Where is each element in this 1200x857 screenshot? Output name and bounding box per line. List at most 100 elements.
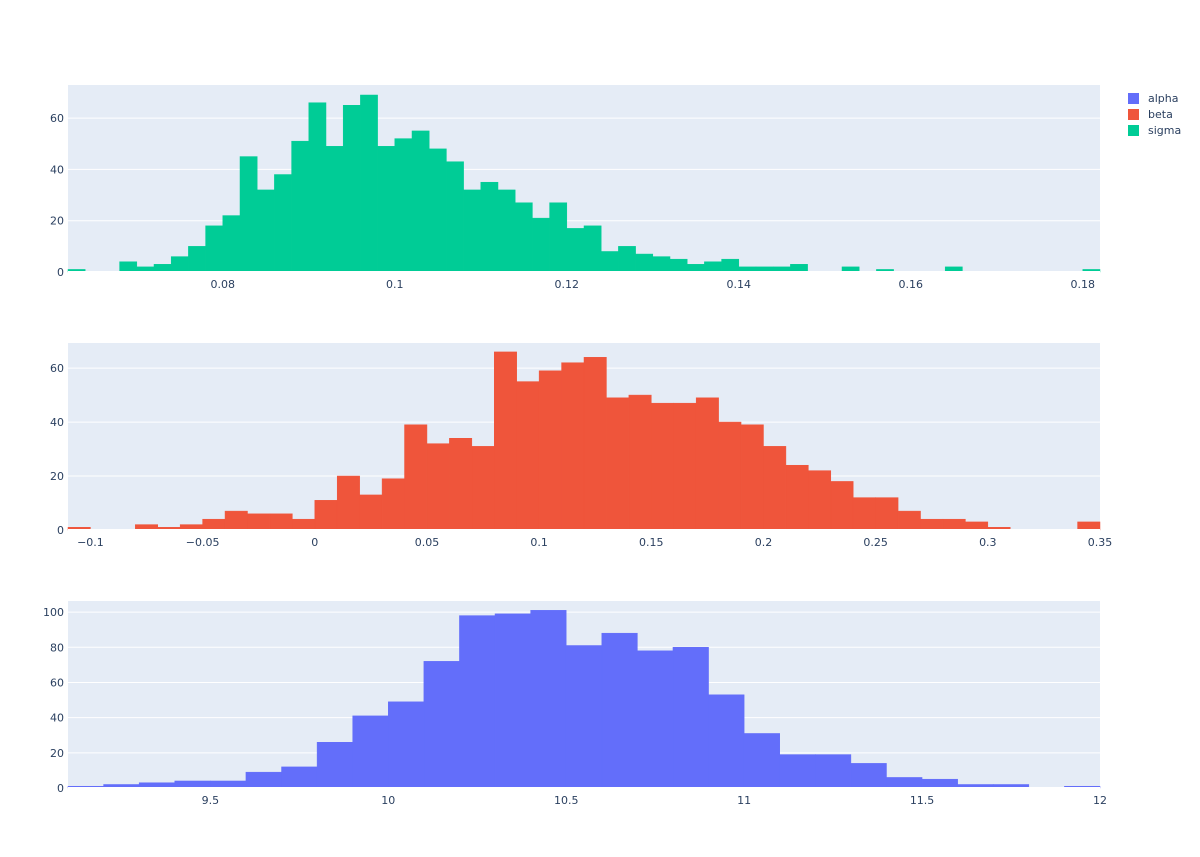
legend-item-alpha[interactable]: alpha bbox=[1128, 90, 1181, 106]
histogram-bar[interactable] bbox=[352, 715, 389, 789]
histogram-bar[interactable] bbox=[740, 424, 764, 531]
histogram-bar[interactable] bbox=[281, 766, 318, 789]
histogram-bar[interactable] bbox=[549, 202, 568, 273]
legend-item-sigma[interactable]: sigma bbox=[1128, 122, 1181, 138]
histogram-bar[interactable] bbox=[606, 397, 630, 531]
histogram-bar[interactable] bbox=[291, 140, 310, 273]
histogram-bar[interactable] bbox=[119, 261, 138, 273]
histogram-bar[interactable] bbox=[718, 421, 742, 531]
histogram-bar[interactable] bbox=[316, 742, 353, 789]
histogram-bar[interactable] bbox=[459, 615, 496, 789]
histogram-bar[interactable] bbox=[274, 174, 292, 273]
histogram-bar[interactable] bbox=[601, 632, 638, 789]
histogram-bar[interactable] bbox=[583, 225, 602, 273]
histogram-bar[interactable] bbox=[1077, 521, 1101, 531]
histogram-bar[interactable] bbox=[170, 256, 189, 273]
histogram-bar[interactable] bbox=[600, 251, 619, 273]
histogram-bar[interactable] bbox=[210, 780, 247, 789]
beta-histogram-panel[interactable]: 0 20 40 60 −0.1 −0.05 0 0.05 0.1 0.15 0.2 0.25 0.3 0.… bbox=[50, 343, 1112, 549]
histogram-bar[interactable] bbox=[480, 181, 499, 273]
histogram-bar[interactable] bbox=[494, 351, 517, 531]
histogram-bar[interactable] bbox=[308, 102, 327, 273]
histogram-bar[interactable] bbox=[673, 402, 697, 531]
histogram-bar[interactable] bbox=[202, 518, 226, 531]
histogram-bar[interactable] bbox=[790, 264, 808, 273]
histogram-bar[interactable] bbox=[446, 161, 464, 273]
histogram-bar[interactable] bbox=[779, 754, 816, 789]
histogram-bar[interactable] bbox=[704, 261, 722, 273]
histogram-bar[interactable] bbox=[618, 246, 636, 273]
alpha-histogram-panel[interactable]: 0 20 40 60 80 100 9.5 10 10.5 11 11.5 12 bbox=[43, 601, 1107, 807]
histogram-bar[interactable] bbox=[471, 446, 495, 531]
histogram-bar[interactable] bbox=[423, 661, 460, 789]
histogram-bar[interactable] bbox=[921, 778, 958, 789]
histogram-bar[interactable] bbox=[153, 264, 172, 273]
sigma-histogram-panel[interactable]: 0 20 40 60 0.08 0.1 0.12 0.14 0.16 0.18 bbox=[50, 85, 1101, 291]
histogram-bar[interactable] bbox=[205, 225, 224, 273]
histogram-bar[interactable] bbox=[565, 645, 603, 789]
histogram-bar[interactable] bbox=[721, 258, 740, 273]
histogram-bar[interactable] bbox=[708, 694, 745, 789]
histogram-bar[interactable] bbox=[269, 513, 293, 531]
histogram-bar[interactable] bbox=[669, 258, 688, 273]
histogram-bar[interactable] bbox=[637, 650, 674, 789]
histogram-bar[interactable] bbox=[808, 470, 832, 531]
histogram-bar[interactable] bbox=[875, 497, 899, 531]
histogram-bar[interactable] bbox=[314, 500, 338, 531]
histogram-bar[interactable] bbox=[394, 138, 413, 273]
histogram-bar[interactable] bbox=[359, 494, 383, 531]
histogram-bar[interactable] bbox=[428, 148, 447, 273]
histogram-bar[interactable] bbox=[686, 264, 705, 273]
legend-item-beta[interactable]: beta bbox=[1128, 106, 1181, 122]
histogram-bar[interactable] bbox=[256, 189, 275, 273]
histogram-bar[interactable] bbox=[404, 424, 428, 531]
histogram-bar[interactable] bbox=[651, 402, 674, 531]
histogram-bar[interactable] bbox=[494, 613, 531, 789]
histogram-bar[interactable] bbox=[532, 217, 550, 273]
histogram-bar[interactable] bbox=[530, 610, 567, 789]
histogram-bar[interactable] bbox=[852, 497, 876, 531]
histogram-bar[interactable] bbox=[743, 733, 780, 789]
histogram-bar[interactable] bbox=[897, 510, 921, 531]
histogram-bar[interactable] bbox=[920, 518, 944, 531]
histogram-bar[interactable] bbox=[635, 253, 654, 273]
histogram-bar[interactable] bbox=[188, 246, 206, 273]
histogram-bar[interactable] bbox=[514, 202, 533, 273]
histogram-bar[interactable] bbox=[785, 464, 809, 531]
histogram-bar[interactable] bbox=[174, 780, 211, 789]
histogram-bar[interactable] bbox=[336, 475, 360, 531]
histogram-bar[interactable] bbox=[411, 130, 430, 273]
histogram-bar[interactable] bbox=[497, 189, 516, 273]
histogram-bar[interactable] bbox=[426, 443, 450, 531]
histogram-bar[interactable] bbox=[561, 362, 585, 531]
histogram-bar[interactable] bbox=[342, 105, 361, 273]
histogram-bar[interactable] bbox=[830, 481, 854, 531]
histogram-bar[interactable] bbox=[325, 146, 344, 273]
histogram-bar[interactable] bbox=[360, 94, 378, 273]
histogram-bar[interactable] bbox=[516, 381, 540, 531]
histogram-bar[interactable] bbox=[388, 701, 425, 789]
histogram-bar[interactable] bbox=[886, 777, 923, 789]
histogram-bar[interactable] bbox=[942, 518, 966, 531]
histogram-bar[interactable] bbox=[815, 754, 852, 789]
histogram-bar[interactable] bbox=[247, 513, 271, 531]
histogram-bar[interactable] bbox=[377, 146, 396, 273]
histogram-bar[interactable] bbox=[463, 189, 482, 273]
histogram-bar[interactable] bbox=[566, 228, 585, 273]
histogram-bar[interactable] bbox=[239, 156, 258, 273]
histogram-bar[interactable] bbox=[224, 510, 248, 531]
histogram-bar[interactable] bbox=[538, 370, 562, 531]
histogram-bar[interactable] bbox=[763, 446, 787, 531]
histogram-bar[interactable] bbox=[583, 357, 607, 531]
histogram-bar[interactable] bbox=[449, 438, 473, 531]
histogram-bar[interactable] bbox=[850, 763, 887, 789]
histogram-bar[interactable] bbox=[695, 397, 719, 531]
histogram-bar[interactable] bbox=[292, 518, 316, 531]
histogram-bar[interactable] bbox=[628, 394, 652, 531]
histogram-bar[interactable] bbox=[672, 647, 709, 789]
histogram-bar[interactable] bbox=[245, 771, 282, 789]
histogram-bar[interactable] bbox=[381, 478, 405, 531]
histogram-bar[interactable] bbox=[222, 215, 241, 273]
histogram-bar[interactable] bbox=[965, 521, 989, 531]
histogram-bar[interactable] bbox=[652, 256, 671, 273]
